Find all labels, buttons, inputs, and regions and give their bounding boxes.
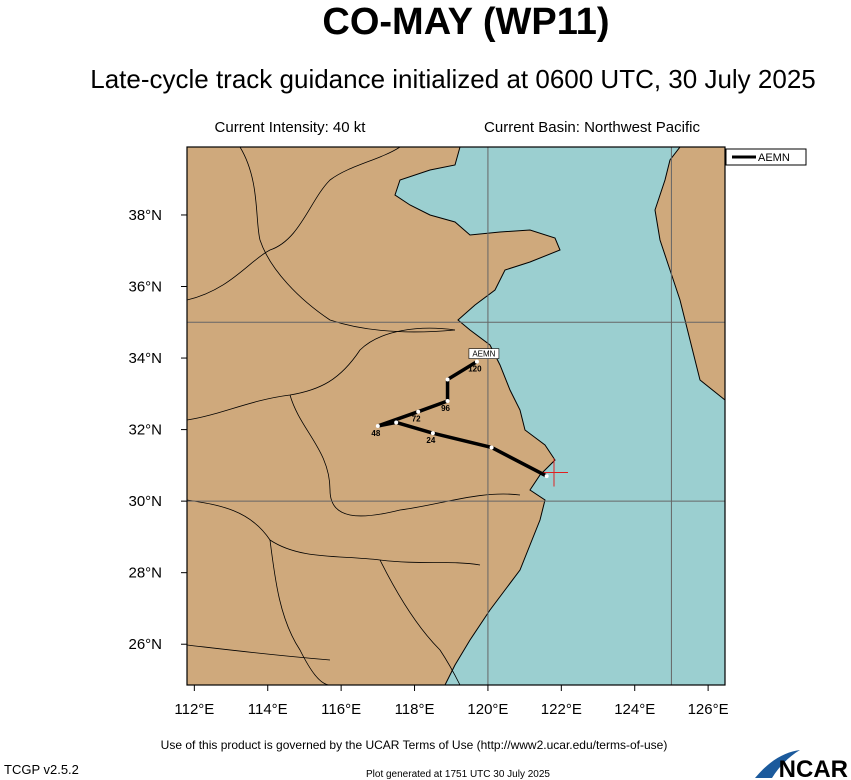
legend-box xyxy=(725,148,807,166)
borders xyxy=(187,147,521,685)
track-hour-label: 48 xyxy=(371,429,380,438)
track-hour-label: 24 xyxy=(426,436,435,445)
track-point xyxy=(416,409,421,414)
y-tick-label: 30°N xyxy=(128,493,162,510)
x-tick-label: 114°E xyxy=(248,701,288,718)
x-tick-label: 118°E xyxy=(395,701,435,718)
y-tick-label: 32°N xyxy=(128,422,162,439)
logo-swoosh xyxy=(755,750,800,778)
x-tick-label: 122°E xyxy=(541,701,582,718)
track-point xyxy=(544,474,549,479)
title: CO-MAY (WP11) xyxy=(322,1,609,43)
y-tick-label: 28°N xyxy=(128,565,162,582)
track-point xyxy=(489,445,494,450)
terms: Use of this product is governed by the U… xyxy=(161,738,668,752)
intensity: Current Intensity: 40 kt xyxy=(215,119,367,136)
track-point xyxy=(445,398,450,403)
basin: Current Basin: Northwest Pacific xyxy=(484,119,700,136)
track-end-box xyxy=(468,348,500,359)
track-hour-label: 72 xyxy=(412,415,421,424)
track-hour-label: 96 xyxy=(441,404,450,413)
track-hour-label: 120 xyxy=(468,365,482,374)
x-tick-label: 120°E xyxy=(467,701,508,718)
grid xyxy=(187,147,725,685)
track-point xyxy=(474,359,479,364)
sea xyxy=(394,147,725,685)
y-tick-label: 34°N xyxy=(128,350,162,367)
y-tick-label: 38°N xyxy=(128,207,162,224)
track-point xyxy=(375,424,380,429)
map-area xyxy=(187,147,725,685)
legend-label: AEMN xyxy=(758,152,790,164)
y-tick-label: 26°N xyxy=(128,636,162,653)
ticks: 112°E 114°E 116°E 118°E 120°E 122°E 124°E 126°E… xyxy=(128,207,728,718)
y-tick-label: 36°N xyxy=(128,279,162,296)
track-point xyxy=(394,420,399,425)
subtitle: Late-cycle track guidance initialized at… xyxy=(90,64,816,94)
x-tick-label: 116°E xyxy=(321,701,361,718)
x-tick-label: 112°E xyxy=(174,701,214,718)
logo: NCAR xyxy=(755,750,848,780)
version: TCGP v2.5.2 xyxy=(4,762,79,777)
track: 24 48 72 96 120 AEMN xyxy=(371,348,568,487)
logo-text: NCAR xyxy=(779,756,848,780)
x-tick-label: 126°E xyxy=(688,701,729,718)
x-tick-label: 124°E xyxy=(614,701,655,718)
track-end-label: AEMN xyxy=(472,350,495,359)
frame xyxy=(186,146,726,686)
generated: Plot generated at 1751 UTC 30 July 2025 xyxy=(366,769,550,780)
track-point xyxy=(430,431,435,436)
track-point xyxy=(445,377,450,382)
